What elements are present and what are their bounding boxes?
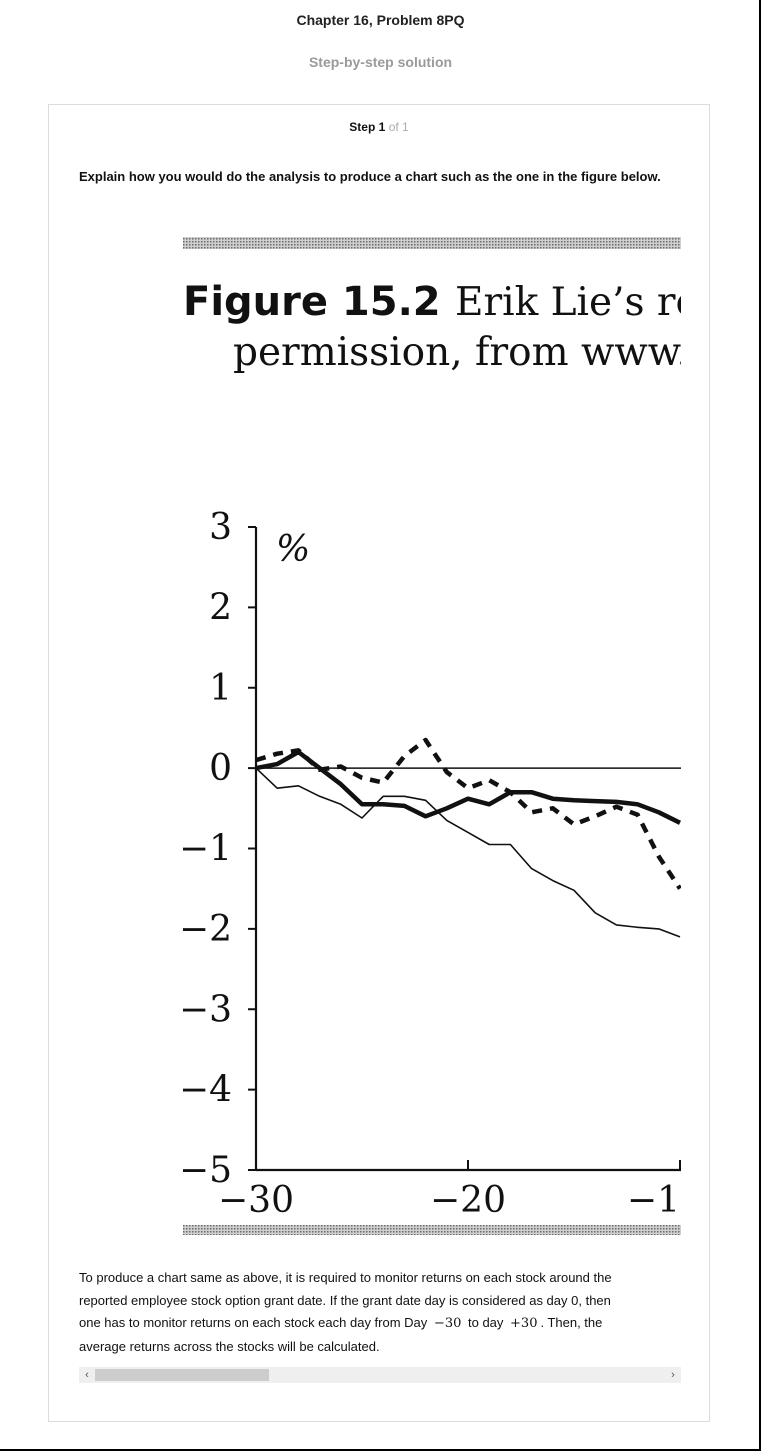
y-tick-label: −5 [183, 1150, 232, 1191]
series-line-3-thin-solid [255, 767, 681, 938]
x-tick-label: −30 [218, 1180, 294, 1221]
y-tick-label: −1 [183, 829, 232, 870]
y-tick-label: 1 [209, 668, 232, 709]
solution-card: Step 1 of 1 Explain how you would do the… [48, 104, 710, 1422]
x-tick-label: −20 [430, 1180, 506, 1221]
page-bottom-edge [0, 1449, 761, 1451]
scroll-right-arrow-icon[interactable]: › [671, 1369, 675, 1381]
y-tick-label: −3 [183, 989, 232, 1030]
y-tick-label: 2 [209, 587, 232, 628]
series-line-2-thick-dashed [255, 737, 681, 890]
problem-title: Chapter 16, Problem 8PQ [296, 12, 465, 28]
page-right-edge [759, 0, 761, 1449]
answer-line-3: one has to monitor returns on each stock… [79, 1312, 679, 1336]
y-tick-label: 0 [209, 748, 232, 789]
scroll-thumb[interactable] [95, 1369, 269, 1381]
answer-line-2: reported employee stock option grant dat… [79, 1292, 611, 1308]
x-tick-label: −1 [627, 1180, 680, 1221]
answer-line-4: average returns across the stocks will b… [79, 1338, 380, 1354]
y-tick-label: −4 [183, 1070, 232, 1111]
figure-image: Figure 15.2 Erik Lie’s re permission, fr… [183, 235, 681, 1235]
y-tick-label: −2 [183, 909, 232, 950]
figure-number: Figure 15.2 [183, 279, 441, 325]
scroll-left-arrow-icon[interactable]: ‹ [85, 1369, 89, 1381]
figure-caption-line2: permission, from www.bi [233, 330, 681, 375]
math-day-start: −30 [433, 1316, 462, 1331]
figure-top-border [183, 237, 681, 249]
answer-line-3-mid: to day [467, 1315, 504, 1330]
answer-line-1: To produce a chart same as above, it is … [79, 1270, 612, 1285]
horizontal-scrollbar[interactable]: ‹ › [79, 1367, 681, 1383]
step-word: Step [349, 120, 376, 134]
figure-caption-line1: Erik Lie’s re [455, 280, 681, 325]
figure-svg: Figure 15.2 Erik Lie’s re permission, fr… [183, 237, 681, 1235]
answer-text: To produce a chart same as above, it is … [79, 1267, 679, 1358]
step-number: 1 [378, 120, 386, 134]
math-day-end: +30 [510, 1316, 538, 1331]
figure-bottom-border [183, 1225, 681, 1235]
line-chart: 3 2 1 0 −1 −2 −3 −4 −5−30 −20 −1% [183, 507, 681, 1221]
y-tick-label: 3 [209, 507, 232, 548]
step-indicator: Step 1 of 1 [49, 120, 709, 134]
series-line-1-thick-solid [255, 749, 681, 825]
answer-line-3-end: . Then, the [540, 1315, 603, 1330]
step-total: of 1 [388, 120, 409, 134]
answer-line-3-start: one has to monitor returns on each stock… [79, 1315, 428, 1330]
y-axis-label: % [276, 529, 310, 570]
solution-subtitle: Step-by-step solution [308, 54, 453, 70]
question-text: Explain how you would do the analysis to… [79, 169, 661, 184]
